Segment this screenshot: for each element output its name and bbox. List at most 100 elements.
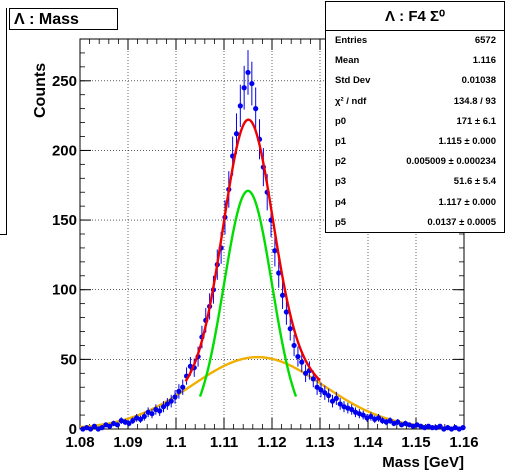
y-tick-labels: 0 50 100 150 200 250 xyxy=(52,73,77,438)
x-tick-label: 1.15 xyxy=(401,434,430,451)
data-point xyxy=(349,406,355,413)
data-point xyxy=(253,106,259,112)
stats-label: p0 xyxy=(335,115,347,127)
data-point xyxy=(245,69,251,76)
data-point xyxy=(241,85,247,91)
signal-fit xyxy=(198,189,298,397)
total-fit xyxy=(184,118,321,382)
data-point xyxy=(318,387,324,393)
data-point xyxy=(157,408,163,414)
data-point xyxy=(279,292,286,298)
data-point xyxy=(460,425,466,431)
data-point xyxy=(99,425,105,431)
stats-value: 51.6 ± 5.4 xyxy=(453,176,496,188)
stats-label: p5 xyxy=(335,216,347,228)
x-tick-label: 1.11 xyxy=(210,434,238,451)
stats-row: p5 0.0137 ± 0.0005 xyxy=(326,213,504,233)
x-tick-labels: 1.08 1.09 1.1 1.11 1.12 1.13 1.14 1.15 1.16 xyxy=(65,434,478,451)
data-point xyxy=(283,309,289,315)
data-point xyxy=(337,401,343,407)
data-point xyxy=(126,420,132,427)
stats-label: p1 xyxy=(335,135,347,147)
data-point xyxy=(91,423,97,429)
data-point xyxy=(114,422,121,428)
data-point xyxy=(87,426,94,432)
stats-value: 6572 xyxy=(474,35,496,46)
stats-label: p3 xyxy=(335,176,347,188)
stats-row: Mean 1.116 xyxy=(326,51,504,71)
stats-value: 1.117 ± 0.000 xyxy=(438,196,496,208)
data-point xyxy=(107,423,113,429)
y-tick-label: 150 xyxy=(52,212,77,229)
data-point xyxy=(272,248,278,254)
x-tick-label: 1.1 xyxy=(166,434,187,451)
y-tick-label: 250 xyxy=(52,73,77,90)
data-point xyxy=(137,416,144,422)
x-tick-label: 1.08 xyxy=(65,434,94,451)
stats-label: Std Dev xyxy=(335,75,371,87)
data-point xyxy=(326,392,332,399)
stats-row: Std Dev 0.01038 xyxy=(326,71,504,91)
stats-value: 0.005009 ± 0.000234 xyxy=(406,156,496,168)
stats-label: p4 xyxy=(335,196,347,208)
stats-row: p0 171 ± 6.1 xyxy=(326,112,504,132)
stats-value: 0.01038 xyxy=(461,75,496,87)
data-point xyxy=(387,418,393,424)
stats-row: p1 1.115 ± 0.000 xyxy=(326,132,504,152)
stats-row: p3 51.6 ± 5.4 xyxy=(326,172,504,192)
x-tick-label: 1.16 xyxy=(449,434,478,451)
data-point xyxy=(303,370,309,376)
y-tick-label: 200 xyxy=(52,142,77,159)
data-point xyxy=(160,404,167,410)
stats-row: p2 0.005009 ± 0.000234 xyxy=(326,152,504,172)
data-point xyxy=(172,394,178,400)
y-axis-label: Counts xyxy=(32,63,49,118)
data-point xyxy=(295,353,301,360)
data-point xyxy=(249,80,255,87)
data-point xyxy=(329,398,336,404)
stats-label: p2 xyxy=(335,156,347,168)
data-point xyxy=(233,131,240,137)
stats-title: Λ : F4 Σ⁰ xyxy=(326,2,504,31)
data-point xyxy=(276,270,282,276)
data-point xyxy=(141,413,147,420)
x-tick-label: 1.14 xyxy=(353,434,383,451)
data-point xyxy=(176,388,182,394)
panel-title: Λ : Mass xyxy=(9,8,118,30)
data-point xyxy=(168,398,174,404)
stats-label: Entries xyxy=(335,35,368,46)
data-point xyxy=(287,326,293,332)
data-point xyxy=(314,384,320,390)
x-tick-label: 1.12 xyxy=(257,434,286,451)
x-axis-label: Mass [GeV] xyxy=(382,454,464,471)
data-point xyxy=(333,395,339,401)
total-fit-curve xyxy=(184,118,321,382)
stats-label: Mean xyxy=(335,55,360,67)
data-point xyxy=(291,342,297,349)
data-point xyxy=(322,390,328,396)
stats-row: Entries 6572 xyxy=(326,31,504,51)
stats-label: χ² / ndf xyxy=(335,95,367,107)
data-point xyxy=(437,423,443,429)
data-point xyxy=(149,411,155,417)
data-point xyxy=(368,413,374,420)
data-point xyxy=(130,418,136,424)
stats-value: 1.115 ± 0.000 xyxy=(438,135,496,147)
data-point xyxy=(164,401,170,407)
data-point xyxy=(360,412,366,418)
data-point xyxy=(237,103,243,109)
y-tick-label: 100 xyxy=(52,282,77,299)
signal-curve xyxy=(198,189,298,397)
adjacent-panel-edge xyxy=(0,8,7,235)
x-tick-label: 1.13 xyxy=(305,434,334,451)
stats-value: 134.8 / 93 xyxy=(453,95,496,107)
data-point xyxy=(180,384,186,390)
stats-value: 171 ± 6.1 xyxy=(456,115,496,127)
data-point xyxy=(310,376,316,382)
data-point xyxy=(429,425,435,431)
y-tick-label: 50 xyxy=(60,351,77,368)
x-tick-label: 1.09 xyxy=(113,434,142,451)
stats-row: χ² / ndf 134.8 / 93 xyxy=(326,92,504,112)
stats-value: 0.0137 ± 0.0005 xyxy=(427,216,496,228)
